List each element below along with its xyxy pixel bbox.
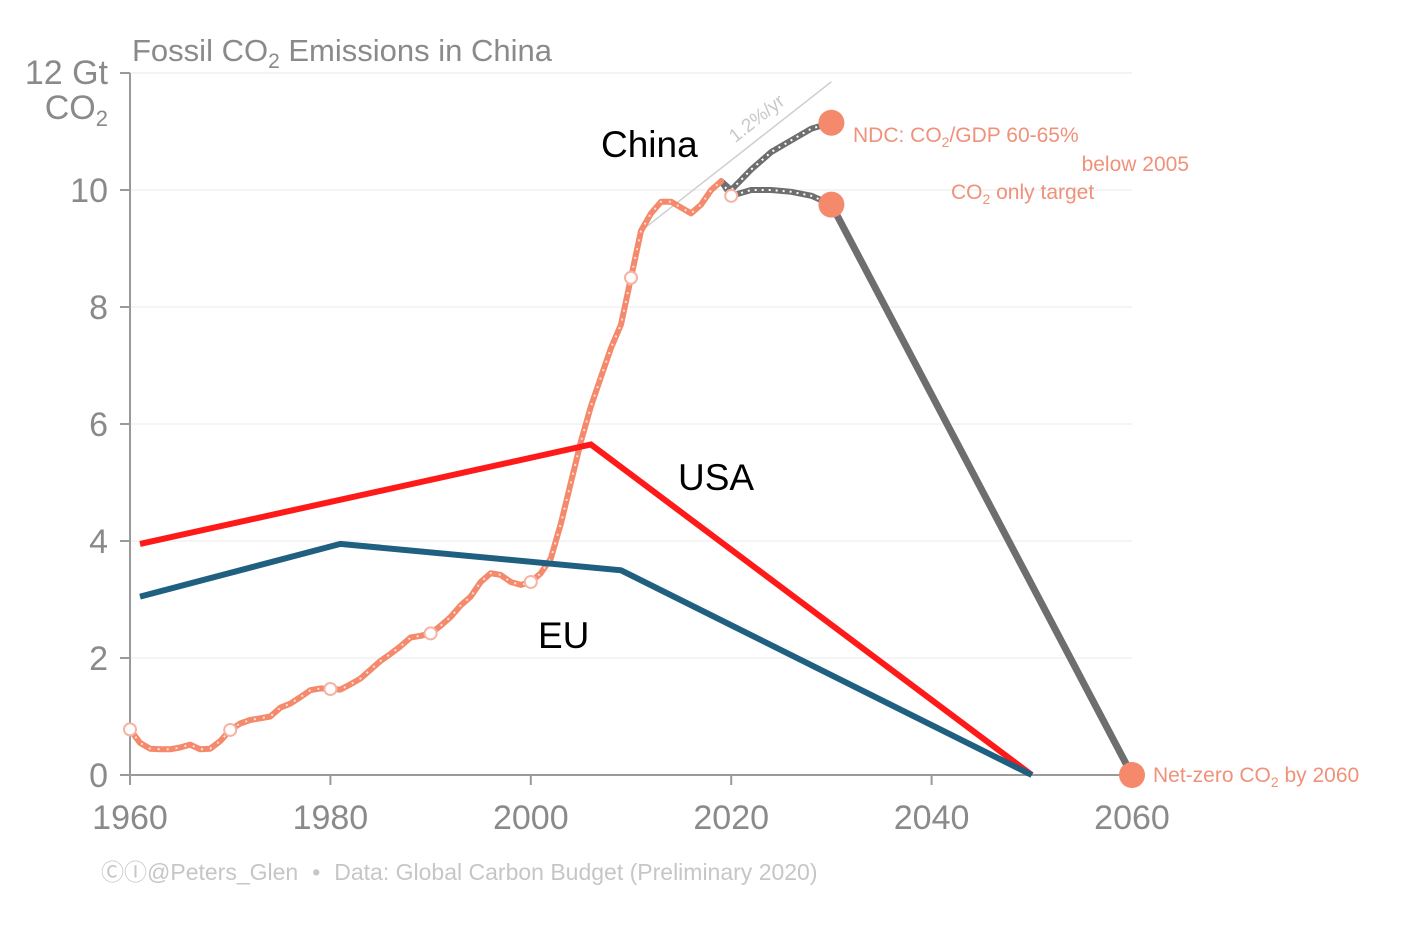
y-tick-label: 10 [70,172,108,210]
ndc-annotation-b: /GDP 60-65% [949,124,1078,147]
china-label: China [601,124,698,165]
x-tick-label: 1960 [92,799,168,837]
netzero-annotation: Net-zero CO2 by 2060 [1153,764,1359,790]
year-marker [123,722,137,737]
projection-netzero-line [827,201,1136,779]
trend-label: 1.2%/yr [725,90,789,147]
year-markers [123,188,739,737]
co2-annotation-b: only target [990,181,1094,204]
chart-title-suffix: Emissions in China [280,33,553,68]
china-series-dots [129,180,722,751]
credit-icons: ⒸⒾ [101,859,147,885]
credit-line: ⒸⒾ@Peters_Glen • Data: Global Carbon Budge… [101,859,818,885]
x-tick-label: 2020 [693,799,769,837]
y-tick-label: 0 [89,757,108,795]
year-marker [523,574,538,589]
y-tick-labels: 0 2 4 6 8 10 [70,72,130,795]
credit-source: Data: Global Carbon Budget (Preliminary … [334,859,817,885]
target-marker [818,109,845,136]
ndc-annotation-subscript: 2 [942,134,950,150]
x-tick-label: 2040 [894,799,970,837]
x-tick-label: 2000 [493,799,569,837]
netzero-annotation-b: by 2060 [1279,764,1360,787]
eu-label: EU [538,615,589,656]
y-unit-line1: 12 Gt [25,54,109,92]
chart-title-subscript: 2 [268,50,280,73]
year-marker [323,682,338,697]
ndc-annotation-line1: NDC: CO2/GDP 60-65% [853,124,1079,150]
credit-bullet: • [312,859,320,885]
target-marker [1119,762,1145,788]
co2-annotation-subscript: 2 [983,191,991,207]
co2-annotation-a: CO [951,181,983,204]
projection-co2-dots [720,180,832,206]
ndc-annotation-a: NDC: CO [853,124,942,147]
y-unit-co: CO [45,89,96,127]
target-markers [818,109,1145,788]
usa-series-line [139,441,1034,778]
ndc-annotation-line2: below 2005 [1082,153,1189,176]
y-unit-line2: CO2 [45,89,108,131]
year-marker [724,188,739,203]
x-tick-labels: 1960 1980 2000 2020 2040 2060 [92,775,1170,837]
target-marker [818,191,845,218]
usa-label: USA [678,457,754,498]
y-tick-label: 8 [89,289,108,327]
netzero-annotation-a: Net-zero CO [1153,764,1271,787]
y-tick-label: 6 [89,406,108,444]
y-unit-subscript: 2 [96,106,108,131]
credit-handle: @Peters_Glen [147,859,298,885]
x-tick-label: 2060 [1094,799,1170,837]
netzero-annotation-subscript: 2 [1271,774,1279,790]
gridlines [130,72,1132,659]
year-marker [423,626,438,641]
eu-series-line [139,540,1034,778]
year-marker [223,722,238,737]
y-tick-label: 2 [89,640,108,678]
y-tick-label: 4 [89,523,108,561]
year-marker [624,270,638,285]
chart-title-prefix: Fossil CO [132,33,268,68]
co2-target-annotation: CO2 only target [951,181,1094,207]
x-tick-label: 1980 [293,799,369,837]
chart-title: Fossil CO2 Emissions in China [132,33,553,73]
